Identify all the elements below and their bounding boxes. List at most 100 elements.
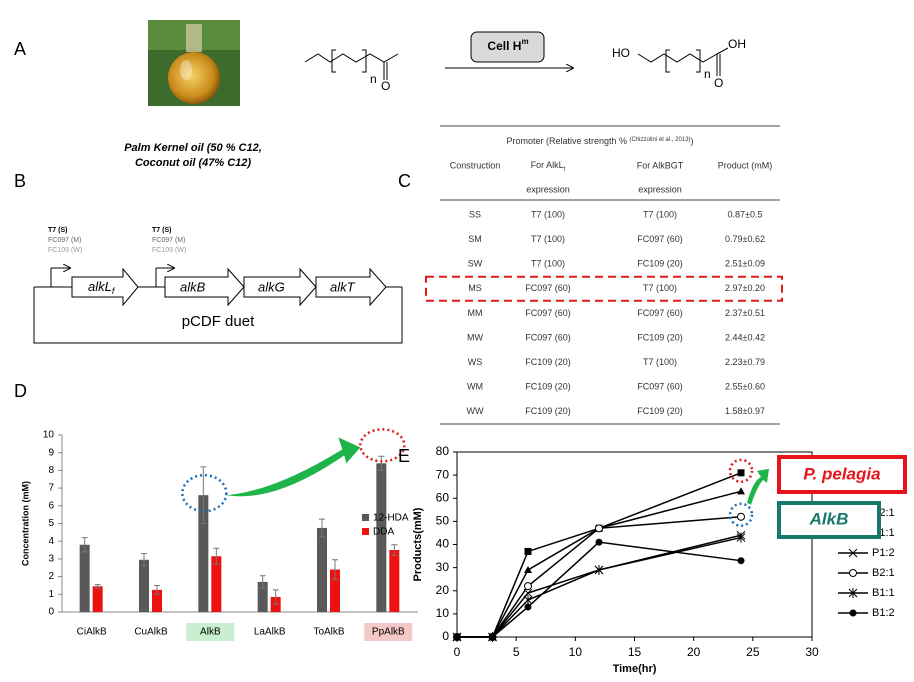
marker	[489, 633, 496, 641]
promoter: T7 (S)	[152, 227, 171, 234]
table-cell: FC109 (20)	[637, 406, 683, 416]
table-cell: WS	[468, 357, 483, 367]
table-cell: 2.51±0.09	[725, 259, 765, 269]
error-bar	[391, 544, 398, 556]
bar	[79, 544, 90, 612]
highlight-arrow	[747, 468, 769, 505]
x-tick-label: LaAlkB	[254, 627, 286, 638]
y-tick-label: 30	[436, 560, 450, 574]
marker	[594, 564, 604, 575]
y-tick-label: 1	[48, 589, 54, 600]
y-tick-label: 2	[48, 571, 54, 582]
table-cell: 2.97±0.20	[725, 283, 765, 293]
y-tick-label: 6	[48, 500, 54, 511]
table-cell: SS	[469, 209, 481, 219]
highlight-arrow	[226, 437, 361, 497]
legend-swatch	[362, 528, 369, 535]
legend-label: B2:1	[872, 567, 895, 579]
table-cell: FC097 (60)	[525, 283, 571, 293]
error-bar	[319, 518, 325, 538]
error-bar	[272, 589, 279, 605]
x-tick-label: CuAlkB	[134, 627, 168, 638]
column-header: expression	[638, 184, 682, 194]
table-title: Promoter (Relative strength % (Chizzolin…	[506, 136, 693, 146]
reagent-box	[470, 31, 545, 63]
x-tick-label: 30	[805, 645, 819, 659]
marker	[848, 588, 858, 598]
highlight-box	[425, 275, 783, 302]
structure-label: O	[714, 76, 723, 90]
bar	[330, 569, 340, 612]
x-tick-label: 5	[513, 645, 520, 659]
annotation-box	[777, 501, 881, 539]
bar	[376, 463, 387, 612]
caption: Coconut oil (47% C12)	[135, 157, 251, 169]
bar	[152, 589, 162, 612]
substrate-structure	[304, 49, 399, 80]
table-cell: FC109 (20)	[525, 382, 571, 392]
table-cell: 0.79±0.62	[725, 234, 765, 244]
table-cell: T7 (100)	[531, 259, 565, 269]
error-bar	[332, 559, 338, 580]
x-axis-label: Time(hr)	[613, 663, 657, 675]
table-cell: FC097 (60)	[525, 308, 571, 318]
marker	[736, 532, 746, 543]
y-tick-label: 8	[48, 465, 54, 476]
table-cell: SW	[468, 259, 483, 269]
table-cell: FC097 (60)	[525, 332, 571, 342]
promoter: FC109 (W)	[152, 247, 186, 254]
gene: alkG	[258, 279, 285, 294]
table-cell: 2.37±0.51	[725, 308, 765, 318]
error-bar	[200, 466, 207, 524]
marker	[453, 633, 461, 641]
legend-label: P1:2	[872, 547, 895, 559]
column-text: For AlkL	[531, 160, 564, 170]
plasmid	[33, 268, 403, 344]
gene: alkB	[180, 279, 206, 294]
marker	[737, 487, 745, 495]
column-header: Construction	[450, 160, 501, 170]
y-tick-label: 70	[436, 467, 450, 481]
marker	[595, 538, 603, 546]
bar	[211, 556, 222, 612]
highlight-circle	[181, 473, 228, 513]
table-cell: T7 (100)	[643, 283, 677, 293]
marker	[524, 547, 532, 555]
structure-label: n	[370, 72, 377, 86]
marker	[737, 469, 745, 477]
error-bar	[94, 584, 101, 589]
promoter: T7 (S)	[48, 227, 67, 234]
x-tick-label: 10	[569, 645, 583, 659]
y-tick-label: 0	[48, 607, 54, 618]
gene-sub: f	[112, 286, 116, 296]
annotation: P. pelagia	[803, 464, 880, 483]
table-cell: FC109 (20)	[637, 259, 683, 269]
y-tick-label: 10	[436, 606, 450, 620]
bar	[198, 495, 209, 612]
x-tick-label: ToAlkB	[313, 627, 344, 638]
y-tick-label: 4	[48, 536, 54, 547]
title-text: Promoter (Relative strength %	[506, 136, 627, 146]
error-bar	[378, 455, 385, 471]
table: Promoter (Relative strength % (Chizzolin…	[440, 125, 780, 425]
structure-label: O	[381, 79, 390, 93]
legend-swatch	[362, 514, 369, 521]
table-cell: T7 (100)	[531, 209, 565, 219]
promoter: FC097 (M)	[152, 237, 185, 244]
y-tick-label: 7	[48, 483, 54, 494]
x-tick-label: 15	[628, 645, 642, 659]
bar	[389, 550, 400, 612]
table-cell: WM	[467, 382, 483, 392]
gene: alkT	[330, 279, 356, 294]
category-highlight	[186, 623, 235, 641]
table-cell: FC109 (20)	[525, 406, 571, 416]
citation: (Chizzolini et al., 2013)	[630, 137, 691, 143]
column-header: Product (mM)	[718, 160, 773, 170]
y-tick-label: 50	[436, 514, 450, 528]
table-cell: T7 (100)	[531, 234, 565, 244]
table-cell: 2.23±0.79	[725, 357, 765, 367]
panel-label: C	[398, 171, 411, 191]
structure-label: HO	[612, 46, 630, 60]
y-tick-label: 20	[436, 583, 450, 597]
